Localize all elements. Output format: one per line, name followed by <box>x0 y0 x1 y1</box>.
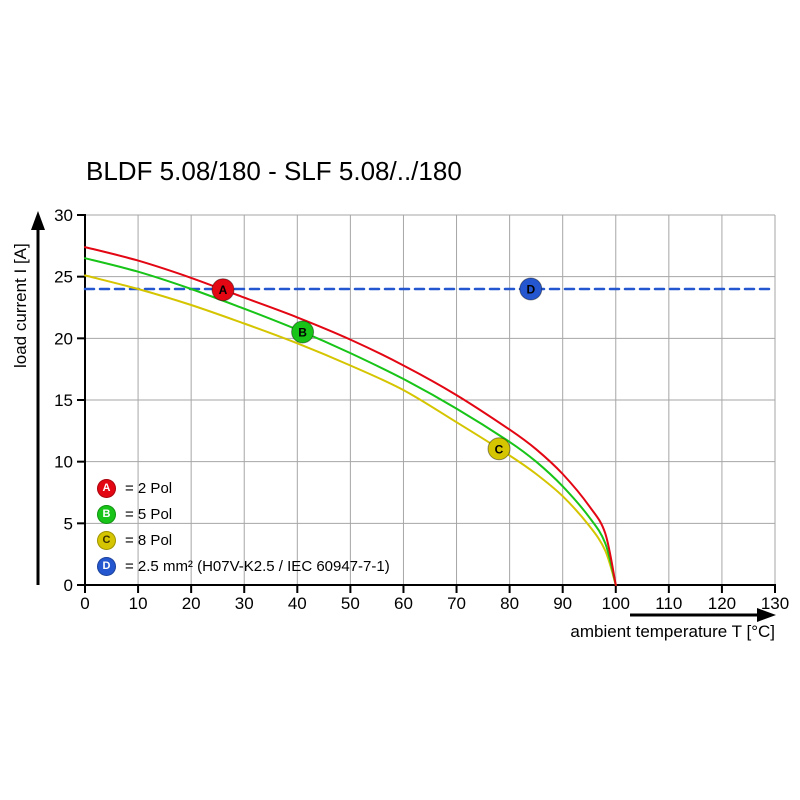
legend-item-8pol: C = 8 Pol <box>97 527 390 553</box>
curve-marker-a-icon <box>211 278 235 302</box>
legend-marker-a-icon: A <box>97 478 116 498</box>
y-tick-label: 20 <box>54 329 73 348</box>
x-axis-arrowhead-icon <box>757 608 776 622</box>
y-tick-label: 15 <box>54 391 73 410</box>
legend-marker-c-icon: C <box>97 530 116 550</box>
x-tick-label: 20 <box>182 594 201 613</box>
chart-legend: A = 2 Pol B = 5 Pol C = 8 Pol D = 2.5 mm… <box>97 475 390 579</box>
curve-b <box>84 257 617 586</box>
legend-letter-b: B <box>102 508 111 520</box>
chart-generated-layer: 0 10 20 30 40 50 60 70 80 90 100 110 120 130 0 5 10 15 20 2… <box>31 206 789 622</box>
curve-marker-letter-b: B <box>298 326 307 340</box>
chart-title: BLDF 5.08/180 - SLF 5.08/../180 <box>86 156 462 186</box>
x-tick-label: 60 <box>394 594 413 613</box>
curve-marker-letter-c: C <box>495 442 504 456</box>
legend-item-2pol: A = 2 Pol <box>97 475 390 501</box>
y-axis-arrowhead-icon <box>31 211 45 230</box>
legend-item-5pol: B = 5 Pol <box>97 501 390 527</box>
x-tick-label: 50 <box>341 594 360 613</box>
legend-label-a: = 2 Pol <box>125 479 173 497</box>
x-tick-label: 0 <box>80 594 89 613</box>
x-tick-label: 40 <box>288 594 307 613</box>
x-tick-label: 70 <box>447 594 466 613</box>
legend-letter-d: D <box>102 560 111 572</box>
y-tick-label: 0 <box>64 576 73 595</box>
legend-marker-d-icon: D <box>97 556 116 576</box>
x-tick-label: 90 <box>553 594 572 613</box>
x-tick-label: 100 <box>602 594 630 613</box>
curve-marker-letter-a: A <box>219 283 228 297</box>
x-tick-label: 30 <box>235 594 254 613</box>
curve-marker-b-icon <box>291 320 315 344</box>
y-axis-label: load current I [A] <box>11 243 30 368</box>
y-tick-label: 30 <box>54 206 73 225</box>
y-tick-label: 25 <box>54 268 73 287</box>
legend-marker-b-icon: B <box>97 504 116 524</box>
x-tick-label: 10 <box>129 594 148 613</box>
x-axis-label: ambient temperature T [°C] <box>570 622 775 641</box>
x-tick-label: 110 <box>655 594 682 613</box>
legend-label-b: = 5 Pol <box>125 505 173 523</box>
curve-marker-d-icon <box>519 277 543 301</box>
curve-marker-c-icon <box>487 437 511 461</box>
x-tick-label: 80 <box>500 594 519 613</box>
legend-label-d: = 2.5 mm² (H07V-K2.5 / IEC 60947-7-1) <box>125 557 390 575</box>
legend-item-wire: D = 2.5 mm² (H07V-K2.5 / IEC 60947-7-1) <box>97 553 390 579</box>
legend-label-c: = 8 Pol <box>125 531 173 549</box>
y-tick-label: 10 <box>54 453 73 472</box>
legend-letter-c: C <box>102 534 111 546</box>
legend-letter-a: A <box>102 482 111 494</box>
curve-marker-letter-d: D <box>526 283 535 297</box>
y-tick-label: 5 <box>64 514 73 533</box>
curve-a <box>84 246 617 586</box>
x-tick-label: 130 <box>761 594 789 613</box>
x-tick-label: 120 <box>708 594 736 613</box>
curve-c <box>84 274 617 586</box>
